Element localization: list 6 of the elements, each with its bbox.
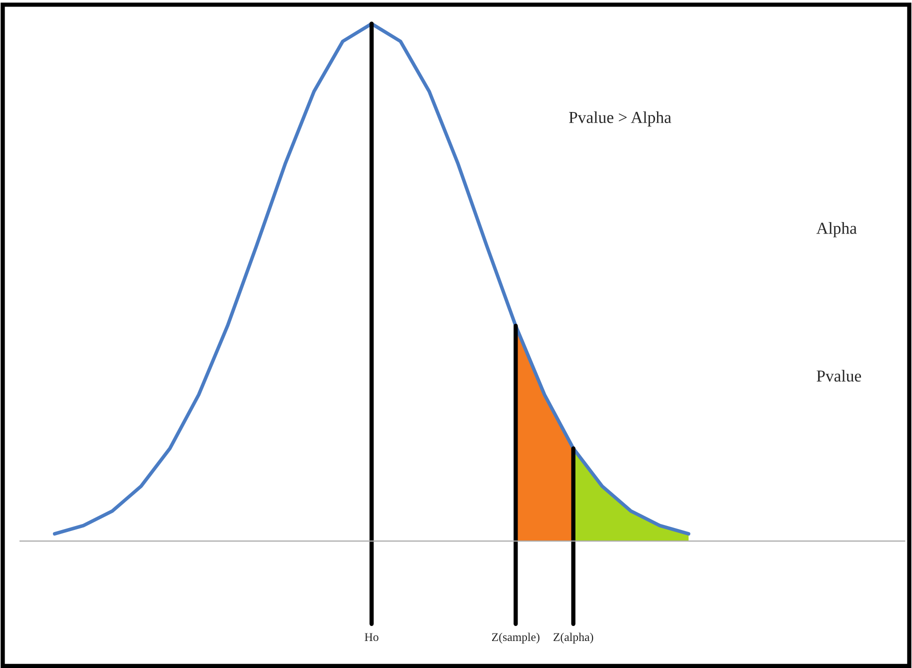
annotation: Alpha xyxy=(816,222,857,238)
annotation: Pvalue > Alpha xyxy=(569,111,672,126)
x-tick-label: Z(sample) xyxy=(492,632,540,644)
x-tick-label: Ho xyxy=(364,633,378,642)
x-tick-label: Z(alpha) xyxy=(554,632,594,644)
annotation: Pvalue xyxy=(816,370,862,382)
